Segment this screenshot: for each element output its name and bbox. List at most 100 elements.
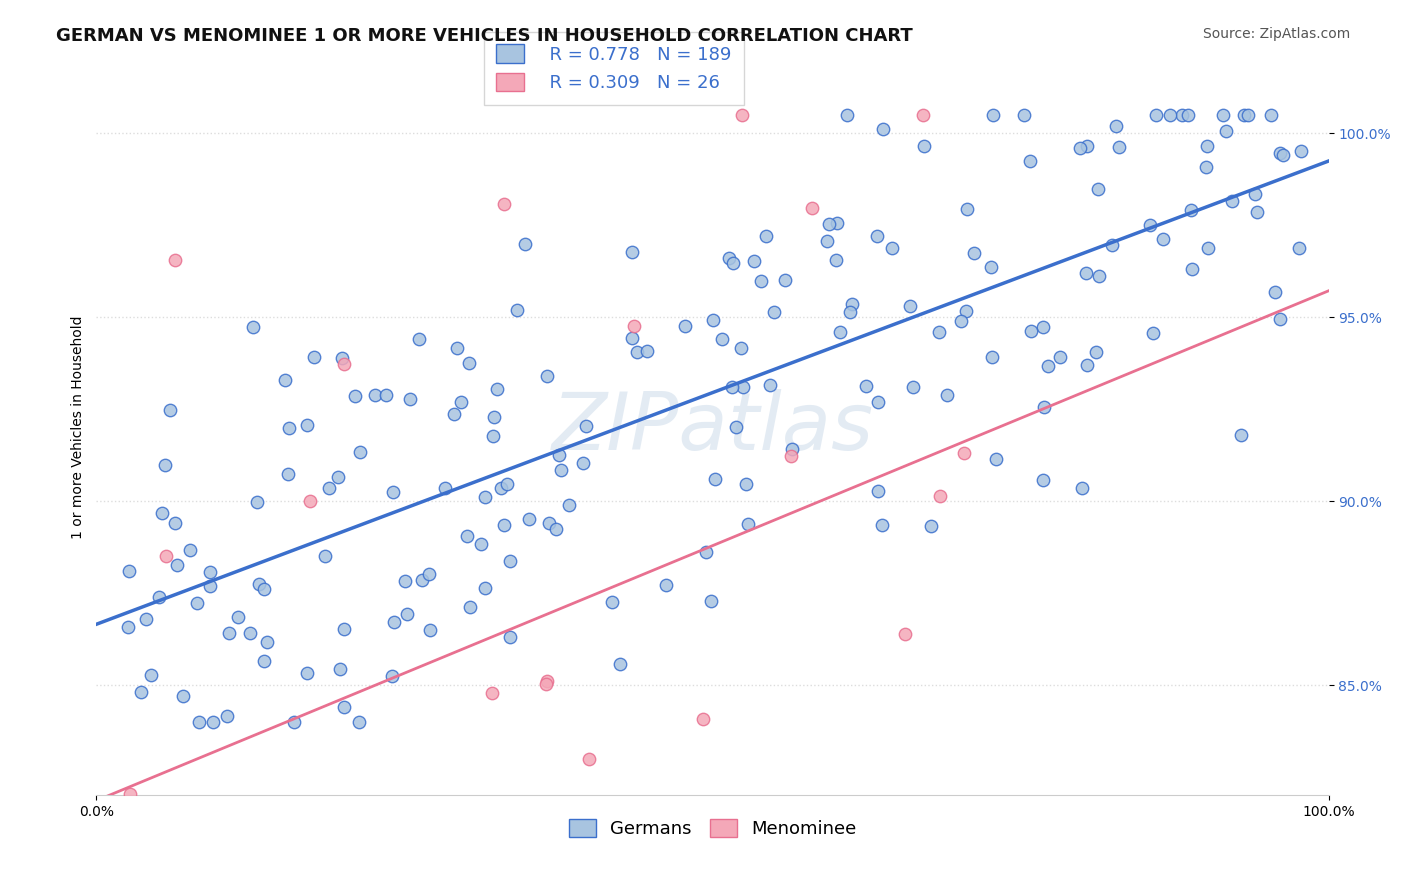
Point (485, 382, 508, 396)
Point (226, 610, 249, 624)
Point (1033, 400, 1056, 414)
Point (1139, 219, 1161, 233)
Point (935, 387, 957, 401)
Point (1084, 345, 1107, 359)
Point (333, 622, 356, 636)
Point (872, 122, 894, 136)
Point (955, 304, 977, 318)
Point (1264, 285, 1286, 299)
Point (912, 108, 935, 122)
Point (117, 620, 139, 634)
Point (626, 344, 648, 359)
Point (837, 108, 859, 122)
Point (578, 751, 600, 765)
Point (866, 229, 889, 244)
Point (456, 529, 478, 543)
Point (953, 445, 976, 459)
Point (141, 668, 163, 682)
Point (730, 341, 752, 355)
Point (150, 506, 173, 520)
Point (513, 236, 536, 251)
Point (384, 615, 406, 629)
Point (981, 351, 1004, 365)
Point (737, 517, 759, 532)
Point (825, 216, 848, 230)
Point (274, 373, 297, 387)
Point (536, 369, 558, 384)
Point (609, 657, 631, 671)
Point (870, 518, 893, 533)
Point (458, 599, 481, 614)
Point (1246, 205, 1268, 219)
Point (824, 252, 846, 267)
Point (675, 318, 697, 333)
Point (328, 470, 350, 484)
Point (841, 297, 863, 311)
Point (283, 714, 305, 729)
Point (702, 313, 724, 327)
Point (600, 595, 623, 609)
Point (1195, 139, 1218, 153)
Point (299, 494, 322, 508)
Point (700, 594, 723, 608)
Point (1270, 311, 1292, 326)
Point (394, 574, 416, 588)
Point (496, 477, 519, 491)
Point (751, 274, 773, 288)
Point (1152, 232, 1174, 246)
Point (620, 331, 643, 345)
Point (153, 458, 176, 472)
Point (166, 558, 188, 572)
Point (901, 380, 924, 394)
Point (1268, 146, 1291, 161)
Point (1159, 108, 1181, 122)
Point (763, 305, 786, 319)
Point (450, 395, 472, 409)
Point (418, 566, 440, 581)
Point (621, 244, 644, 259)
Point (912, 139, 935, 153)
Point (330, 351, 353, 365)
Point (984, 452, 1007, 467)
Point (838, 305, 860, 319)
Point (536, 673, 558, 688)
Point (1076, 358, 1098, 372)
Point (1215, 124, 1237, 138)
Point (302, 350, 325, 364)
Point (481, 686, 503, 700)
Point (1220, 194, 1243, 209)
Point (962, 246, 984, 260)
Point (470, 537, 492, 551)
Point (1108, 140, 1130, 154)
Point (186, 597, 208, 611)
Point (1144, 108, 1167, 122)
Point (482, 409, 505, 424)
Point (481, 428, 503, 442)
Point (494, 197, 516, 211)
Point (1142, 326, 1164, 341)
Point (172, 689, 194, 703)
Point (538, 516, 561, 530)
Point (165, 253, 187, 268)
Point (720, 380, 742, 394)
Point (249, 576, 271, 591)
Point (443, 407, 465, 421)
Point (1237, 108, 1260, 122)
Legend: Germans, Menominee: Germans, Menominee (561, 812, 863, 846)
Point (623, 318, 645, 333)
Point (1180, 202, 1202, 217)
Point (494, 517, 516, 532)
Point (458, 356, 481, 370)
Point (956, 202, 979, 217)
Point (277, 467, 299, 481)
Point (800, 201, 823, 215)
Point (278, 421, 301, 435)
Point (572, 456, 595, 470)
Point (980, 260, 1002, 274)
Point (868, 395, 890, 409)
Point (1101, 238, 1123, 252)
Point (1177, 108, 1199, 122)
Text: Source: ZipAtlas.com: Source: ZipAtlas.com (1202, 27, 1350, 41)
Point (1260, 108, 1282, 122)
Point (155, 549, 177, 563)
